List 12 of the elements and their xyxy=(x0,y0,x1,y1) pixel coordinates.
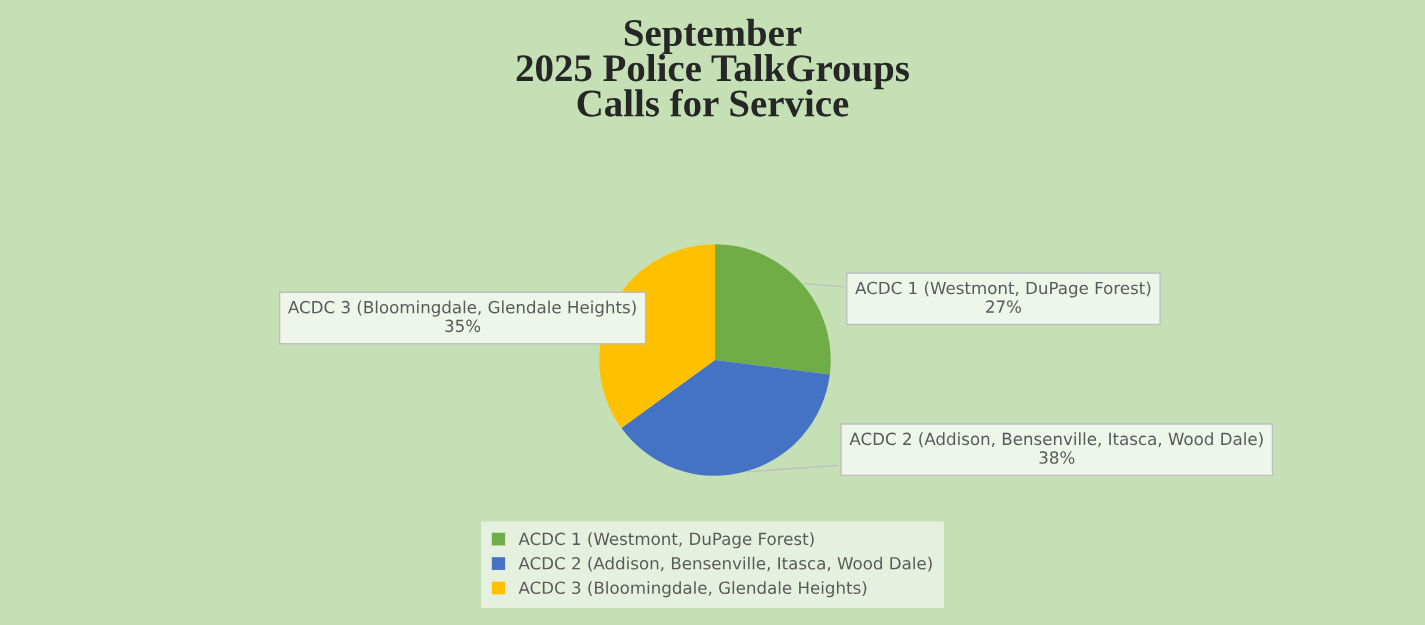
pie-slice xyxy=(715,244,831,375)
pie-slice xyxy=(621,360,830,476)
data-label: 27% xyxy=(986,300,1022,313)
slice-label: ACDC 1 (Westmont, DuPage Forest) xyxy=(855,281,1151,298)
legend-label: ACDC 2 (Addison, Bensenville, Itasca, Wood Dale) xyxy=(518,556,932,572)
legend-label: ACDC 1 (Westmont, DuPage Forest) xyxy=(518,532,814,549)
legend-label: ACDC 3 (Bloomingdale, Glendale Heights) xyxy=(518,581,867,598)
slice-label: ACDC 3 (Bloomingdale, Glendale Heights) xyxy=(288,300,636,317)
slice-label: ACDC 2 (Addison, Bensenville, Itasca, Wood Dale) xyxy=(849,432,1263,448)
data-label: 35% xyxy=(445,319,481,333)
chart-title: September 2025 Police TalkGroups Calls for Service xyxy=(516,18,909,117)
data-label: 38% xyxy=(1039,451,1075,464)
